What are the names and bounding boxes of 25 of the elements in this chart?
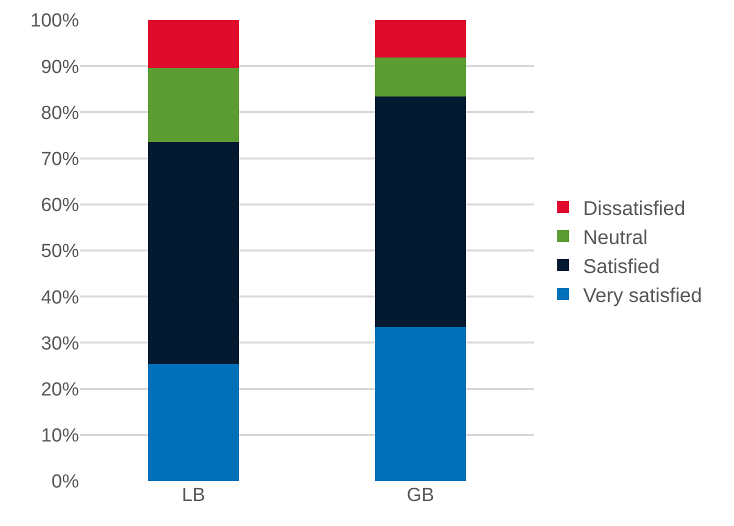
bar xyxy=(148,364,239,481)
y-tick-label: 80% xyxy=(40,102,80,124)
bar xyxy=(148,142,239,364)
y-tick-label: 50% xyxy=(40,241,80,262)
bar xyxy=(375,20,466,58)
legend-label: Neutral xyxy=(583,226,648,249)
y-tick-label: 100% xyxy=(30,10,80,32)
legend-label: Dissatisfied xyxy=(583,198,686,220)
y-tick-label: 90% xyxy=(40,56,80,78)
y-tick-label: 70% xyxy=(40,148,80,170)
y-tick-label: 60% xyxy=(40,195,80,216)
y-tick-label: 40% xyxy=(40,287,80,308)
bar xyxy=(375,327,466,481)
legend-label: Satisfied xyxy=(583,256,660,278)
bar xyxy=(375,96,466,328)
bar xyxy=(375,57,466,97)
y-tick-label: 30% xyxy=(40,333,80,354)
bar xyxy=(148,20,239,68)
x-tick-label: LB xyxy=(182,485,206,506)
y-tick-label: 0% xyxy=(52,472,80,493)
legend-label: Very satisfied xyxy=(583,284,702,307)
y-tick-label: 20% xyxy=(40,379,80,400)
x-tick-label: GB xyxy=(406,485,434,506)
bar xyxy=(148,68,239,142)
y-tick-label: 10% xyxy=(40,426,80,447)
